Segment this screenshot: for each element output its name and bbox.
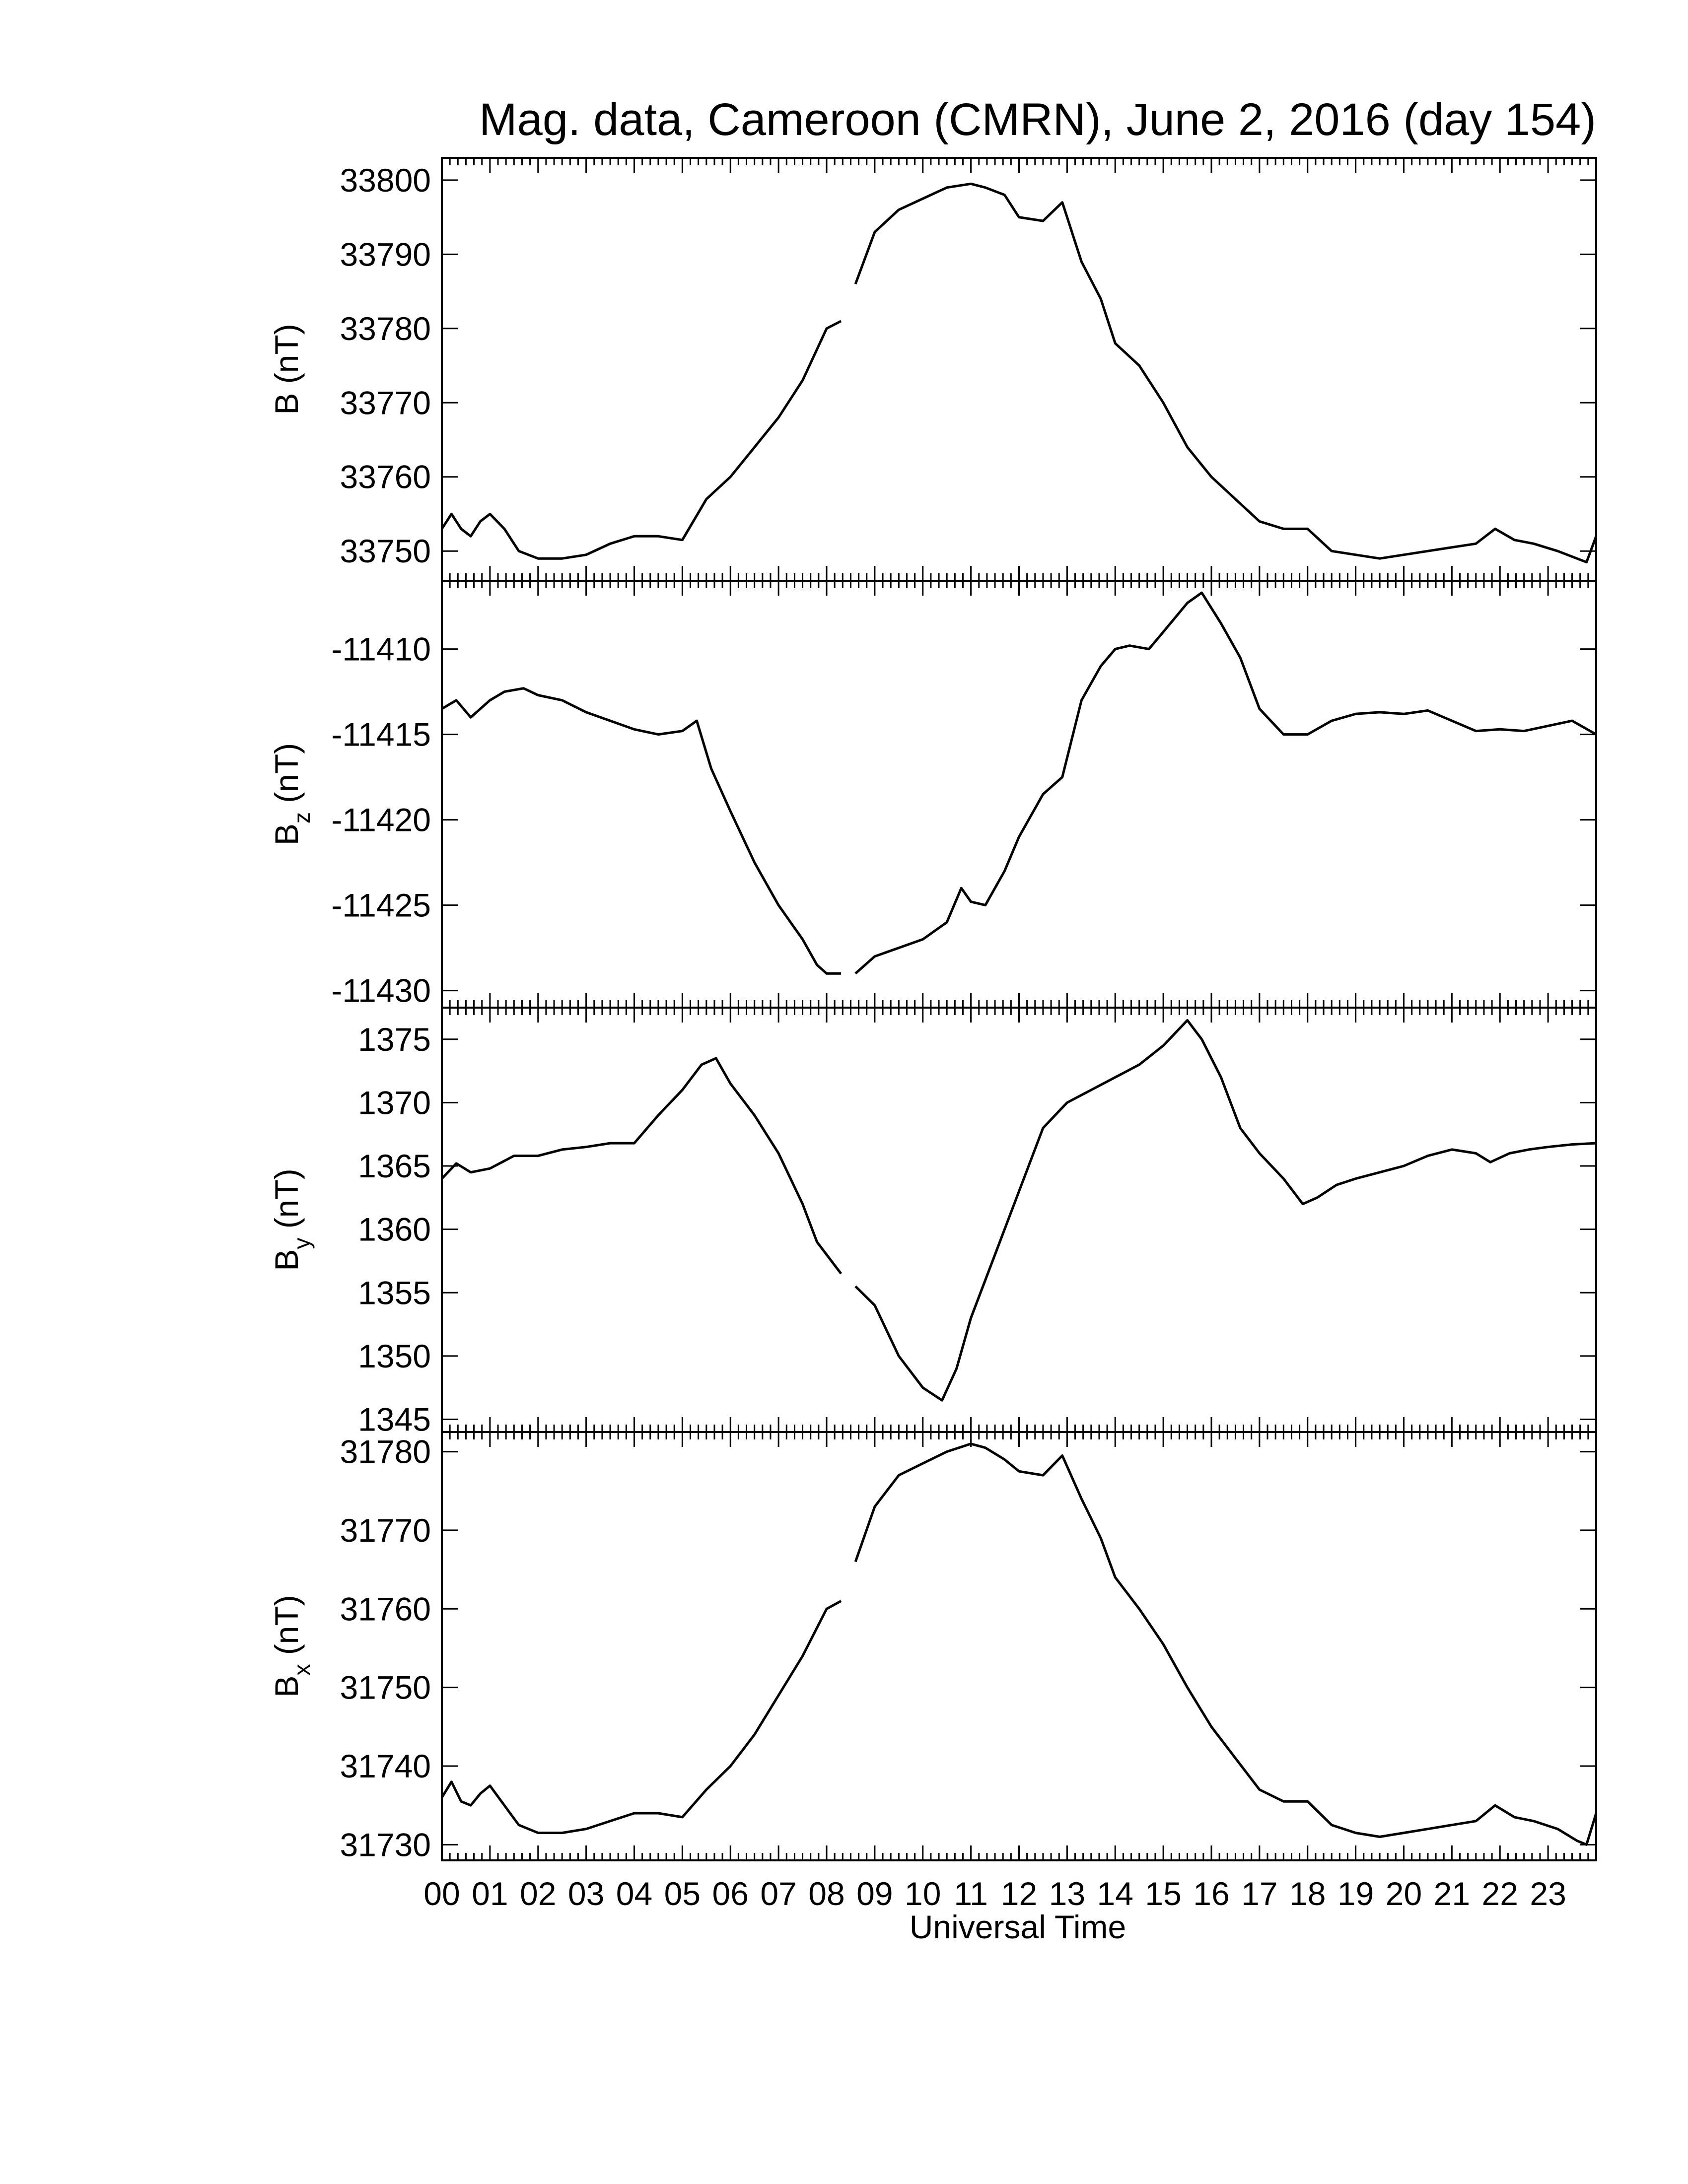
- panel-frame: [441, 580, 1597, 1009]
- y-tick-label: 1375: [358, 1021, 431, 1058]
- y-tick-label: 33760: [340, 459, 431, 495]
- x-tick-label: 15: [1145, 1875, 1181, 1912]
- y-tick-label: 1360: [358, 1211, 431, 1248]
- series-B-line: [854, 182, 1598, 564]
- y-tick-label: 31750: [340, 1669, 431, 1706]
- x-tick-labels: 00 01 02 03 04 05 06 07 08 09 10 11 12 13 14 15 16 17 18 19…: [423, 1875, 1566, 1912]
- y-axis-label-unit: (nT): [268, 1595, 305, 1664]
- x-tick-label: 19: [1337, 1875, 1374, 1912]
- y-axis-label: By (nT): [268, 1168, 315, 1271]
- series-Bx-line: [440, 1600, 842, 1835]
- y-tick-label: 1370: [358, 1084, 431, 1121]
- y-tick-label: 1350: [358, 1338, 431, 1374]
- y-tick-label: 31730: [340, 1826, 431, 1863]
- x-tick-label: 02: [520, 1875, 556, 1912]
- y-tick-label: 31770: [340, 1512, 431, 1549]
- x-tick-label: 06: [712, 1875, 749, 1912]
- x-tick-label: 17: [1241, 1875, 1277, 1912]
- y-axis-label-unit: (nT): [268, 324, 305, 393]
- y-axis-label-unit: (nT): [268, 1168, 305, 1237]
- y-axis-label: Bx (nT): [268, 1595, 315, 1697]
- x-tick-label: 11: [954, 1875, 988, 1912]
- panel-frame: [441, 1431, 1597, 1861]
- x-tick-label: 08: [808, 1875, 844, 1912]
- series-B-line: [440, 320, 842, 560]
- y-axis-label-main: B: [268, 1249, 305, 1271]
- y-tick-label: -11430: [331, 972, 431, 1009]
- panel-B: 33750 33760 33770 33780 33790 33800 B (nT): [268, 157, 1598, 582]
- panel-frame: [441, 157, 1597, 582]
- x-tick-label: 09: [856, 1875, 893, 1912]
- x-tick-label: 01: [472, 1875, 508, 1912]
- y-tick-label: 33790: [340, 236, 431, 273]
- x-tick-label: 13: [1049, 1875, 1085, 1912]
- x-tick-label: 21: [1434, 1875, 1470, 1912]
- x-tick-label: 14: [1097, 1875, 1133, 1912]
- x-tick-label: 16: [1193, 1875, 1229, 1912]
- y-tick-label: 33780: [340, 310, 431, 347]
- y-tick-label: -11415: [331, 716, 431, 753]
- x-axis-label: Universal Time: [910, 1909, 1126, 1945]
- y-tick-label: 1355: [358, 1274, 431, 1311]
- x-tick-label: 18: [1289, 1875, 1326, 1912]
- chart-title: Mag. data, Cameroon (CMRN), June 2, 2016…: [479, 94, 1596, 145]
- x-tick-label: 05: [664, 1875, 701, 1912]
- panel-frame: [441, 1007, 1597, 1433]
- y-tick-label: 33750: [340, 533, 431, 569]
- series-Bz-line: [441, 687, 842, 975]
- x-tick-label: 20: [1386, 1875, 1422, 1912]
- y-tick-label: -11425: [331, 887, 431, 924]
- y-tick-label: 33770: [340, 384, 431, 421]
- x-tick-label: 00: [423, 1875, 460, 1912]
- y-axis-label-main: B: [268, 393, 305, 415]
- x-tick-label: 22: [1482, 1875, 1518, 1912]
- x-tick-label: 03: [568, 1875, 604, 1912]
- y-axis-label-main: B: [268, 823, 305, 845]
- y-axis-label-sub: x: [289, 1664, 315, 1676]
- panel-By: 1345 1350 1355 1360 1365 1370 1375 By (nT): [268, 1007, 1597, 1437]
- y-tick-label: 1345: [358, 1401, 431, 1437]
- y-axis-label-main: B: [268, 1676, 305, 1698]
- x-tick-label: 10: [905, 1875, 941, 1912]
- y-tick-label: -11420: [331, 802, 431, 838]
- y-axis-label-sub: y: [289, 1238, 315, 1249]
- panel-Bz: -11430 -11425 -11420 -11415 -11410 Bz (nT): [268, 580, 1597, 1009]
- y-tick-label: 1365: [358, 1148, 431, 1184]
- y-axis-label: Bz (nT): [268, 743, 315, 845]
- series-By-line: [854, 1019, 1597, 1402]
- panel-Bx: 31730 31740 31750 31760 31770 31780 Bx (nT): [268, 1431, 1598, 1863]
- y-tick-label: 31780: [340, 1433, 431, 1470]
- x-tick-label: 04: [616, 1875, 652, 1912]
- x-tick-label: 07: [760, 1875, 796, 1912]
- y-tick-label: 31740: [340, 1748, 431, 1784]
- y-axis-label: B (nT): [268, 324, 305, 414]
- series-Bx-line: [854, 1442, 1598, 1846]
- y-tick-label: 31760: [340, 1590, 431, 1627]
- x-tick-label: 12: [1001, 1875, 1037, 1912]
- y-axis-label-sub: z: [289, 812, 315, 823]
- y-tick-label: -11410: [331, 631, 431, 668]
- series-Bz-line: [854, 591, 1597, 975]
- y-tick-label: 33800: [340, 162, 431, 199]
- y-axis-label-unit: (nT): [268, 743, 305, 812]
- series-By-line: [441, 1057, 843, 1275]
- x-tick-label: 23: [1530, 1875, 1566, 1912]
